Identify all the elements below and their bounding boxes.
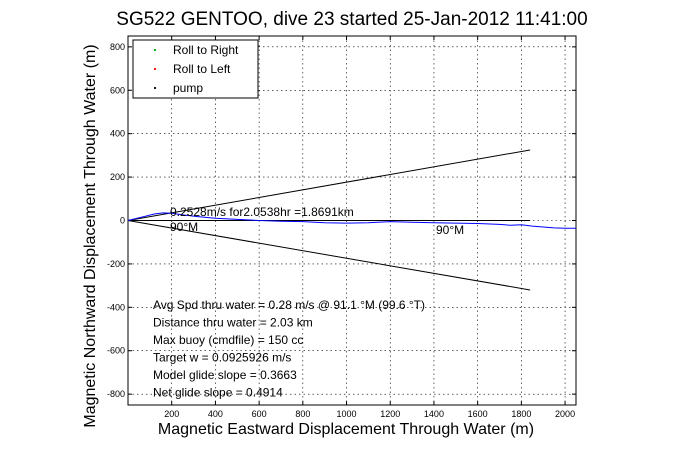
y-tick-label: -600 xyxy=(107,346,125,356)
x-tick-label: 200 xyxy=(164,409,179,419)
chart-title: SG522 GENTOO, dive 23 started 25-Jan-201… xyxy=(116,9,587,30)
y-tick-label: -400 xyxy=(107,302,125,312)
x-ticks: 200 400 600 800 1000 1200 1400 1600 1800 2000 xyxy=(164,36,575,419)
cone-line xyxy=(127,149,531,221)
y-tick-label: 0 xyxy=(120,216,125,226)
stats-line: Net glide slope = 0.4914 xyxy=(153,386,283,400)
stats-line: Avg Spd thru water = 0.28 m/s @ 91.1 °M … xyxy=(153,298,425,312)
y-tick-label: 600 xyxy=(110,85,125,95)
x-tick-label: 1600 xyxy=(468,409,488,419)
x-tick-label: 800 xyxy=(295,409,310,419)
x-tick-label: 600 xyxy=(252,409,267,419)
stats-line: Model glide slope = 0.3663 xyxy=(153,368,297,382)
y-tick-label: 800 xyxy=(110,42,125,52)
legend-box xyxy=(132,39,259,99)
x-tick-label: 1000 xyxy=(337,409,357,419)
legend-label: Roll to Left xyxy=(173,62,231,76)
legend-label: Roll to Right xyxy=(173,43,239,57)
cone-line xyxy=(127,220,531,291)
series-line xyxy=(127,212,576,229)
x-tick-label: 400 xyxy=(208,409,223,419)
y-axis-label: Magnetic Northward Displacement Through … xyxy=(82,44,99,427)
stats-line: Max buoy (cmdfile) = 150 cc xyxy=(153,333,303,347)
y-tick-label: 200 xyxy=(110,172,125,182)
y-tick-label: -800 xyxy=(107,389,125,399)
x-axis-label: Magnetic Eastward Displacement Through W… xyxy=(158,421,534,438)
stats-line: Distance thru water = 2.03 km xyxy=(153,316,313,330)
legend: Roll to Right Roll to Left pump xyxy=(132,39,259,99)
data-lines xyxy=(127,149,576,291)
stats-line: Target w = 0.0925926 m/s xyxy=(153,351,291,365)
legend-marker xyxy=(153,48,157,52)
heading-label-right: 90°M xyxy=(436,223,464,237)
x-tick-label: 1200 xyxy=(380,409,400,419)
legend-marker xyxy=(153,86,157,90)
heading-label-left: 90°M xyxy=(170,220,198,234)
x-tick-label: 1400 xyxy=(424,409,444,419)
y-tick-label: 400 xyxy=(110,129,125,139)
legend-label: pump xyxy=(173,81,203,95)
legend-marker xyxy=(153,67,157,71)
y-ticks: -800 -600 -400 -200 0 200 400 600 800 xyxy=(107,42,576,399)
x-tick-label: 1800 xyxy=(511,409,531,419)
y-tick-label: -200 xyxy=(107,259,125,269)
x-tick-label: 2000 xyxy=(555,409,575,419)
track-summary-label: 0.2528m/s for2.0538hr =1.8691km xyxy=(170,205,354,219)
